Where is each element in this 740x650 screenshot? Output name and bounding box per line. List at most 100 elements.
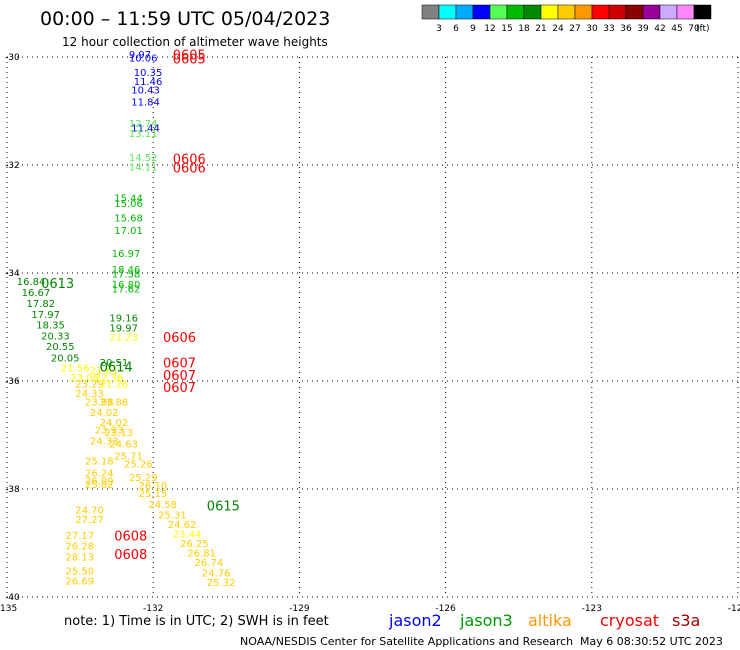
legend-swatch (557, 4, 576, 20)
pass-time-labels: 0605060506060606061306060607061406070607… (41, 49, 240, 564)
wave-height-value: 21.23 (109, 333, 138, 344)
wave-height-value: 26.99 (85, 477, 114, 488)
wave-height-value: 28.13 (65, 552, 94, 563)
wave-height-value: 11.46 (134, 77, 163, 88)
wave-height-value: 23.93 (95, 425, 124, 436)
wave-height-value: 25.18 (85, 457, 114, 468)
wave-height-value: 26.28 (65, 541, 94, 552)
map-gridlines (6, 56, 739, 598)
legend-tick-label: 42 (654, 24, 665, 34)
wave-height-value: 25.71 (114, 451, 143, 462)
wave-height-value: 24.02 (90, 408, 119, 419)
wave-height-value: 26.24 (85, 469, 114, 480)
wave-height-value: 10.43 (131, 86, 160, 97)
latitude-tick-label: -30 (5, 53, 20, 63)
pass-time-label: 0605 (173, 49, 206, 64)
satellite-legend: jason2 jason3 altika cryosat s3a (388, 611, 700, 630)
wave-height-value: 17.62 (112, 284, 141, 295)
latitude-tick-label: -36 (5, 377, 20, 387)
wave-height-value: 21.26 (100, 379, 129, 390)
wave-height-value: 24.63 (109, 439, 138, 450)
longitude-tick-label: -123 (582, 604, 602, 614)
wave-height-value: 11.44 (131, 124, 160, 135)
legend-swatch (489, 4, 508, 20)
wave-height-value: 11.84 (131, 98, 160, 109)
legend-swatch (608, 4, 627, 20)
legend-swatch (676, 4, 695, 20)
legend-swatch (591, 4, 610, 20)
longitude-tick-label: -120 (728, 604, 740, 614)
wave-height-value: 25.29 (129, 473, 158, 484)
legend-tick-label: 3 (436, 24, 442, 34)
wave-height-value: 20.55 (46, 342, 75, 353)
wave-height-readings: 9.9710.0610.3511.4610.4311.8412.7411.441… (17, 50, 236, 589)
wave-height-value: 26.81 (187, 549, 216, 560)
legend-swatch (506, 4, 525, 20)
wave-height-value: 24.02 (100, 418, 129, 429)
wave-height-value: 24.70 (75, 505, 104, 516)
legend-tick-label: 33 (603, 24, 614, 34)
wave-height-value: 16.67 (22, 288, 51, 299)
latitude-tick-label: -32 (5, 161, 20, 171)
legend-tick-label: 39 (637, 24, 649, 34)
wave-height-value: 21.61 (90, 366, 119, 377)
credit-line: NOAA/NESDIS Center for Satellite Applica… (240, 635, 573, 648)
wave-height-value: 18.35 (36, 321, 65, 332)
legend-swatch (455, 4, 474, 20)
latitude-tick-label: -38 (5, 485, 20, 495)
wave-height-value: 10.35 (134, 68, 163, 79)
pass-time-label: 0607 (163, 369, 196, 384)
pass-time-label: 0614 (100, 360, 133, 375)
legend-swatch (523, 4, 542, 20)
legend-tick-label: 24 (552, 24, 564, 34)
legend-tick-label: 15 (501, 24, 512, 34)
wave-height-value: 15.06 (114, 199, 143, 210)
wave-height-value: 22.36 (95, 373, 124, 384)
wave-height-value: 15.44 (114, 194, 143, 205)
pass-time-label: 0606 (173, 162, 206, 177)
pass-time-label: 0613 (41, 277, 74, 292)
pass-time-label: 0607 (163, 357, 196, 372)
wave-height-value: 25.26 (124, 459, 153, 470)
wave-height-value: 9.97 (129, 50, 151, 61)
wave-height-value: 17.01 (114, 226, 143, 237)
wave-height-value: 17.58 (112, 269, 141, 280)
wave-height-value: 20.05 (51, 354, 80, 365)
wave-height-value: 19.16 (109, 314, 138, 325)
wave-height-value: 23.44 (173, 530, 202, 541)
wave-height-value: 27.27 (75, 515, 104, 526)
wave-height-value: 15.68 (114, 214, 143, 225)
wave-height-value: 24.33 (90, 437, 119, 448)
wave-height-value: 26.74 (195, 558, 224, 569)
wave-height-value: 17.97 (31, 310, 60, 321)
latitude-tick-label: -34 (5, 269, 20, 279)
pass-time-label: 0606 (163, 331, 196, 346)
wave-height-color-legend: 3 6 9 12 15 18 21 24 27 30 33 36 39 42 45 70(ft) (421, 4, 712, 34)
wave-height-value: 26.25 (180, 539, 209, 550)
legend-swatch (693, 4, 712, 20)
wave-height-value: 23.98 (85, 397, 114, 408)
wave-height-value: 23.06 (70, 373, 99, 384)
wave-height-value: 24.76 (202, 568, 231, 579)
legend-tick-label: 30 (586, 24, 598, 34)
wave-height-value: 21.56 (61, 363, 90, 374)
pass-time-label: 0608 (114, 529, 147, 544)
timestamp: May 6 08:30:52 UTC 2023 (580, 635, 723, 648)
wave-height-value: 18.46 (112, 265, 141, 276)
wave-height-value: 24.33 (75, 389, 104, 400)
pass-time-label: 0605 (173, 52, 206, 67)
satellite-legend-jason2: jason2 (388, 611, 442, 630)
longitude-tick-label: -132 (143, 604, 163, 614)
legend-tick-label: 27 (569, 24, 580, 34)
map-title: 00:00 – 11:59 UTC 05/04/2023 (40, 8, 330, 30)
legend-swatch (472, 4, 491, 20)
wave-height-value: 24.62 (168, 520, 197, 531)
wave-height-value: 25.82 (85, 480, 114, 491)
legend-tick-label: 45 (671, 24, 682, 34)
wave-height-value: 23.13 (104, 428, 133, 439)
longitude-tick-label: -126 (435, 604, 456, 614)
legend-tick-label: 12 (484, 24, 495, 34)
legend-unit: (ft) (696, 24, 710, 34)
footer-note: note: 1) Time is in UTC; 2) SWH is in fe… (64, 614, 329, 629)
